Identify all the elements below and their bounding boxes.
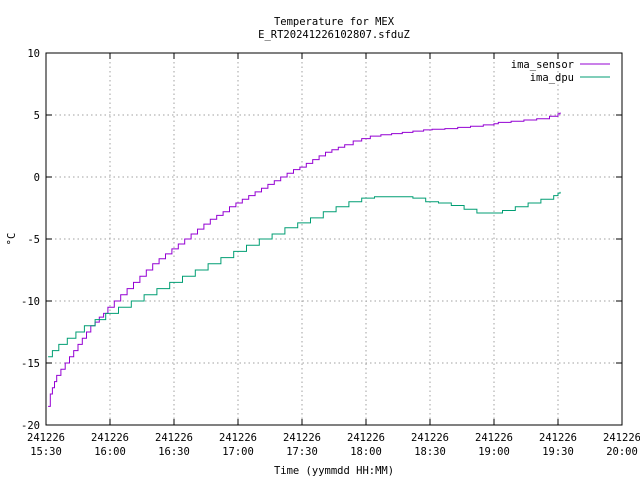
y-tick-label: 5 (34, 110, 40, 122)
x-tick-date: 241226 (475, 432, 513, 444)
y-axis-label: °C (6, 233, 18, 246)
series-line-ima_dpu (48, 191, 561, 358)
gridlines (46, 53, 622, 425)
x-tick-time: 17:30 (286, 446, 318, 458)
series-line-ima_sensor (48, 112, 561, 407)
x-tick-time: 18:00 (350, 446, 382, 458)
y-tick-label: 10 (27, 48, 40, 60)
x-tick-time: 17:00 (222, 446, 254, 458)
x-tick-time: 19:00 (478, 446, 510, 458)
y-tick-label: 0 (34, 172, 40, 184)
x-tick-date: 241226 (411, 432, 449, 444)
axis-ticks: 1050-5-10-15-2024122615:3024122616:00241… (21, 48, 640, 458)
x-tick-date: 241226 (155, 432, 193, 444)
x-tick-date: 241226 (219, 432, 257, 444)
x-tick-date: 241226 (347, 432, 385, 444)
x-axis-label: Time (yymmdd HH:MM) (274, 465, 394, 477)
x-tick-time: 18:30 (414, 446, 446, 458)
chart-subtitle: E_RT20241226102807.sfduZ (258, 29, 410, 41)
x-tick-time: 15:30 (30, 446, 62, 458)
x-tick-date: 241226 (27, 432, 65, 444)
x-tick-date: 241226 (539, 432, 577, 444)
y-tick-label: -5 (27, 234, 40, 246)
x-tick-time: 20:00 (606, 446, 638, 458)
chart-title: Temperature for MEX (274, 16, 395, 28)
x-tick-time: 16:30 (158, 446, 190, 458)
x-tick-time: 16:00 (94, 446, 126, 458)
x-tick-date: 241226 (603, 432, 640, 444)
y-tick-label: -20 (21, 420, 40, 432)
y-tick-label: -15 (21, 358, 40, 370)
y-tick-label: -10 (21, 296, 40, 308)
x-tick-time: 19:30 (542, 446, 574, 458)
x-tick-date: 241226 (91, 432, 129, 444)
legend-label-ima_dpu: ima_dpu (530, 72, 574, 84)
x-tick-date: 241226 (283, 432, 321, 444)
series-lines (48, 112, 561, 407)
legend-label-ima_sensor: ima_sensor (511, 59, 574, 71)
